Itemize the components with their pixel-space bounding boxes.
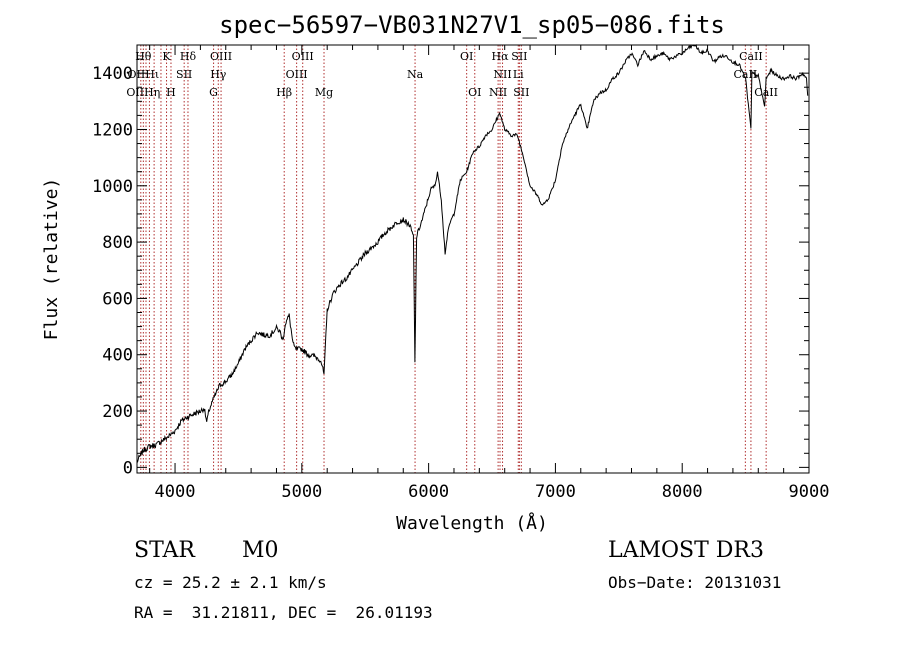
y-axis-label: Flux (relative)	[41, 178, 62, 341]
line-label: OIIHη	[126, 86, 160, 99]
line-label: Hβ	[276, 86, 292, 99]
x-tick-label: 4000	[155, 482, 196, 502]
y-tick-label: 1200	[92, 120, 133, 140]
line-label: CaII	[734, 68, 758, 81]
line-label: OIII	[286, 68, 308, 81]
chart-title: spec−56597−VB031N27V1_sp05−086.fits	[219, 11, 725, 39]
line-label: SII	[513, 86, 529, 99]
line-label: SII	[176, 68, 192, 81]
line-label: OI	[460, 50, 473, 63]
line-label: Hδ	[180, 50, 197, 63]
line-label: Hγ	[210, 68, 227, 81]
coordinates: RA = 31.21811, DEC = 26.01193	[134, 603, 433, 622]
survey-name: LAMOST DR3	[608, 538, 764, 563]
line-label: H	[166, 86, 176, 99]
line-label: NII	[493, 68, 511, 81]
line-label: Na	[407, 68, 424, 81]
x-tick-label: 5000	[281, 482, 322, 502]
y-tick-label: 600	[102, 289, 133, 309]
y-tick-label: 1000	[92, 177, 133, 197]
line-label: CaII	[739, 50, 763, 63]
line-label: NII	[489, 86, 507, 99]
line-label: OI	[468, 86, 481, 99]
line-label: SII	[511, 50, 527, 63]
line-label: Hθ	[135, 50, 152, 63]
line-label: Li	[513, 68, 524, 81]
spectral-line-markers	[140, 45, 767, 473]
object-subclass: M0	[242, 538, 279, 563]
x-tick-label: 6000	[408, 482, 449, 502]
x-tick-label: 9000	[789, 482, 830, 502]
line-label: OIII	[210, 50, 232, 63]
spectrum-line	[136, 43, 809, 463]
axis-ticks: 4000 5000 6000 7000 8000 9000 0 200 400 600 800 100…	[92, 45, 829, 502]
line-label: Hα	[491, 50, 509, 63]
y-tick-label: 200	[102, 402, 133, 422]
y-tick-label: 1400	[92, 64, 133, 84]
plot-frame	[136, 44, 810, 474]
y-tick-label: 0	[123, 458, 133, 478]
line-label: Mg	[315, 86, 333, 99]
y-tick-label: 400	[102, 346, 133, 366]
line-label: CaII	[754, 86, 778, 99]
line-label: OIII	[292, 50, 314, 63]
redshift-velocity: cz = 25.2 ± 2.1 km/s	[134, 573, 327, 592]
x-axis-label: Wavelength (Å)	[396, 512, 548, 534]
line-label: K	[162, 50, 171, 63]
line-label: OIIHι	[128, 68, 160, 81]
y-tick-label: 800	[102, 233, 133, 253]
line-label: G	[209, 86, 218, 99]
object-class: STAR	[134, 538, 195, 563]
x-tick-label: 8000	[662, 482, 703, 502]
observation-date: Obs−Date: 20131031	[608, 573, 782, 592]
x-tick-label: 7000	[535, 482, 576, 502]
